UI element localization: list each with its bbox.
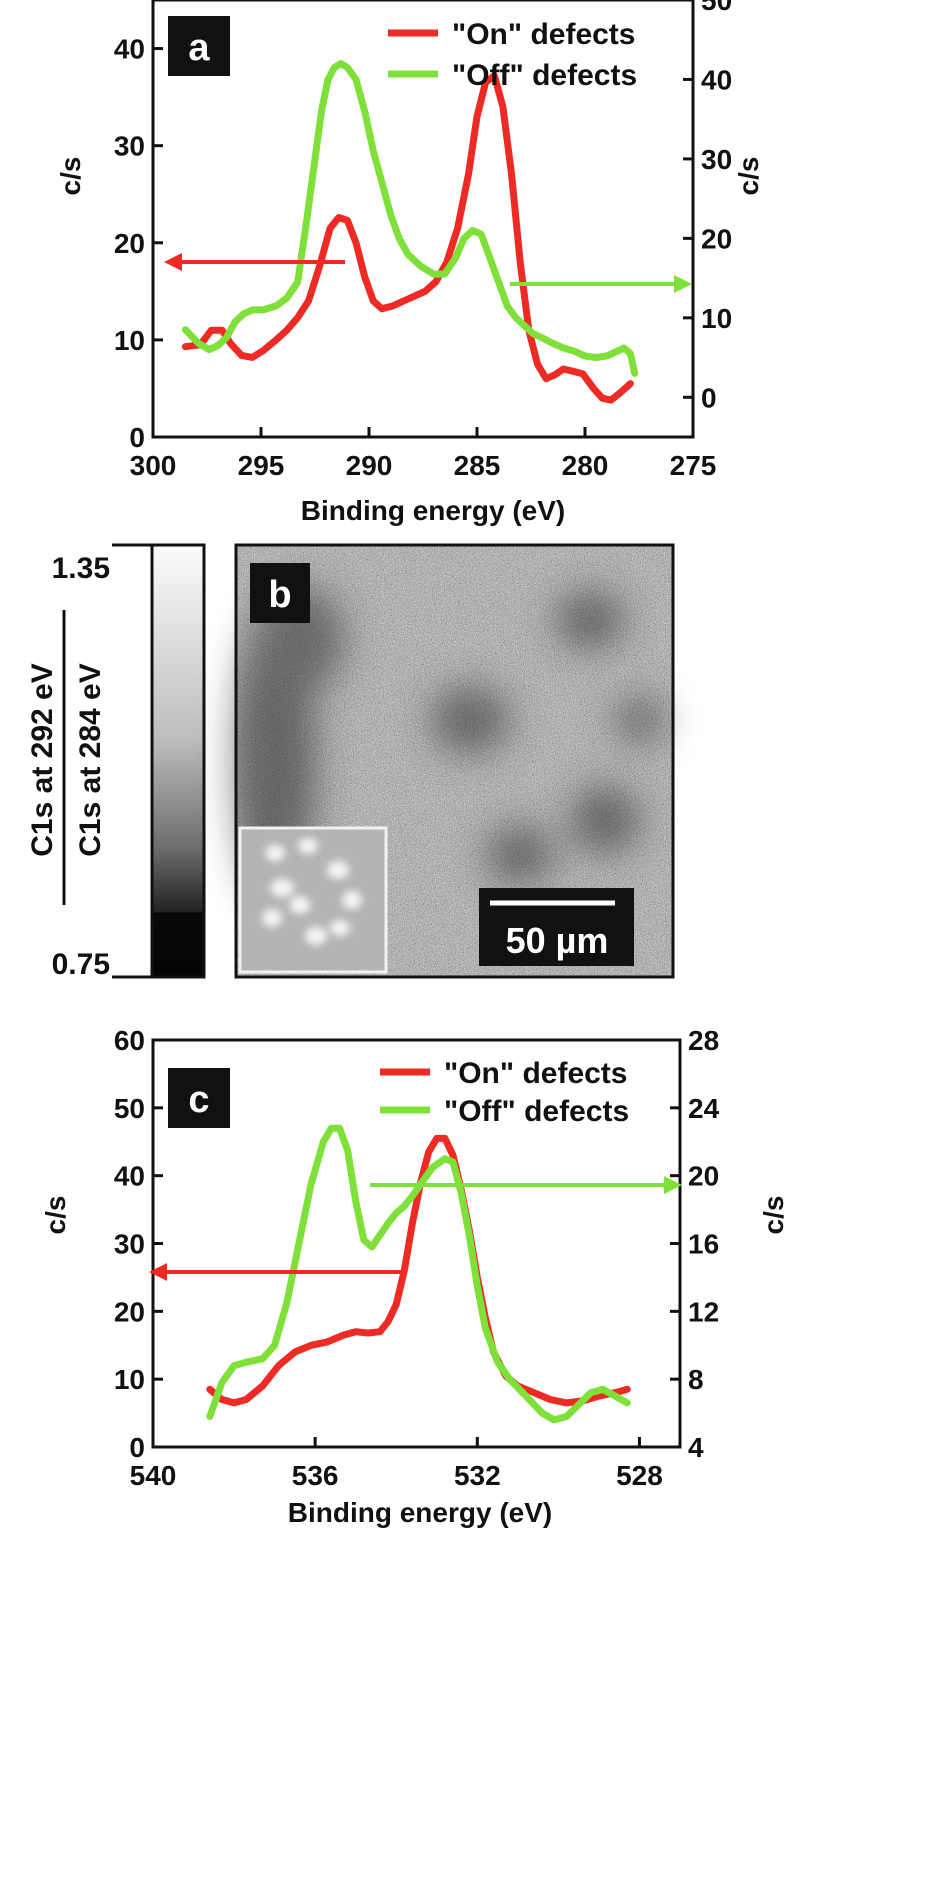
panel-c-left-y-tick-label: 20 xyxy=(114,1296,145,1327)
panel-c-left-y-tick-label: 0 xyxy=(129,1432,145,1463)
panel-c-right-y-tick-label: 8 xyxy=(688,1364,704,1395)
panel-a-left-y-tick-label: 20 xyxy=(114,228,145,259)
panel-a-series-on-defects xyxy=(181,72,634,404)
panel-a-left-axis-arrowhead xyxy=(164,253,182,271)
panel-c-right-axis-arrowhead xyxy=(664,1176,682,1194)
panel-c-left-y-tick-label: 30 xyxy=(114,1229,145,1260)
legend-on-label: "On" defects xyxy=(452,18,636,51)
panel-b-label-box xyxy=(250,563,310,623)
panel-b: 1.35 0.75 C1s at 292 eV C1s at 284 eV b xyxy=(26,543,675,981)
panel-a-x-tick-label: 300 xyxy=(130,450,177,481)
panel-c-right-y-tick-label: 12 xyxy=(688,1296,719,1327)
panel-c-x-tick-label: 536 xyxy=(292,1460,339,1491)
ratio-denominator-label: C1s at 284 eV xyxy=(74,663,107,856)
legend-c-off-label: "Off" defects xyxy=(444,1095,629,1128)
panel-c-series xyxy=(206,1124,631,1424)
panel-a-x-tick-label: 285 xyxy=(454,450,501,481)
panel-a-right-y-tick-label: 50 xyxy=(701,0,732,16)
panel-c-x-axis-label: Binding energy (eV) xyxy=(288,1497,552,1528)
legend-c-on-label: "On" defects xyxy=(444,1057,628,1090)
panel-c-left-y-tick-label: 10 xyxy=(114,1364,145,1395)
scalebar-label: 50 µm xyxy=(506,920,609,961)
panel-c-x-tick-label: 528 xyxy=(616,1460,663,1491)
legend-off-label: "Off" defects xyxy=(452,59,637,92)
panel-a-series xyxy=(181,60,639,404)
optical-inset-image xyxy=(238,826,388,974)
panel-a-label: a xyxy=(188,27,210,69)
panel-c-right-y-tick-label: 24 xyxy=(688,1093,720,1124)
panel-c-x-tick-label: 532 xyxy=(454,1460,501,1491)
panel-a-series-off-defects xyxy=(181,60,639,377)
panel-a-x-axis-label: Binding energy (eV) xyxy=(301,495,565,526)
panel-a-x-tick-label: 290 xyxy=(346,450,393,481)
panel-b-label: b xyxy=(268,574,291,616)
colorbar-min-label: 0.75 xyxy=(52,948,110,981)
panel-c-right-y-tick-label: 16 xyxy=(688,1229,719,1260)
panel-a-x-tick-label: 295 xyxy=(238,450,285,481)
panel-a-right-axis-arrowhead xyxy=(674,275,692,293)
panel-a-plot-frame xyxy=(151,0,695,439)
panel-a-right-y-tick-label: 0 xyxy=(701,382,717,413)
panel-c-series-on-defects xyxy=(206,1134,631,1407)
colorbar xyxy=(150,543,206,979)
panel-a-left-y-tick-label: 0 xyxy=(129,422,145,453)
panel-a-left-y-tick-label: 10 xyxy=(114,325,145,356)
panel-a-left-y-tick-label: 40 xyxy=(114,34,145,65)
ratio-numerator-label: C1s at 292 eV xyxy=(26,663,59,856)
panel-c-left-y-axis-label: c/s xyxy=(40,1196,71,1235)
panel-c-label-box xyxy=(168,1068,230,1128)
panel-a-right-y-axis-label: c/s xyxy=(733,157,764,196)
panel-a-right-y-tick-label: 30 xyxy=(701,144,732,175)
panel-a-left-y-axis-label: c/s xyxy=(55,157,86,196)
panel-a-left-y-tick-label: 30 xyxy=(114,131,145,162)
panel-a-right-y-tick-label: 20 xyxy=(701,223,732,254)
panel-c-right-y-tick-label: 20 xyxy=(688,1161,719,1192)
panel-a-x-tick-label: 275 xyxy=(670,450,717,481)
panel-c-ticks: 540 536 532 528 0 10 20 30 40 50 60 4 8 12 16 20 24 28 xyxy=(114,1025,720,1491)
panel-a-right-y-tick-label: 40 xyxy=(701,64,732,95)
panel-a-right-y-tick-label: 10 xyxy=(701,303,732,334)
colorbar-max-label: 1.35 xyxy=(52,552,110,585)
panel-c-left-y-tick-label: 50 xyxy=(114,1093,145,1124)
panel-c-right-y-axis-label: c/s xyxy=(758,1196,789,1235)
panel-c-x-tick-label: 540 xyxy=(130,1460,177,1491)
panel-c-left-y-tick-label: 60 xyxy=(114,1025,145,1056)
panel-c-right-y-tick-label: 28 xyxy=(688,1025,719,1056)
panel-a: 300 295 290 285 280 275 0 10 20 30 40 0 10 20 30 40 50 a… xyxy=(55,0,764,526)
panel-a-x-tick-label: 280 xyxy=(562,450,609,481)
panel-c-right-y-tick-label: 4 xyxy=(688,1432,704,1463)
panel-c-left-axis-arrowhead xyxy=(149,1263,167,1281)
panel-c-left-y-tick-label: 40 xyxy=(114,1161,145,1192)
panel-a-label-box xyxy=(168,16,230,76)
panel-c-label: c xyxy=(188,1079,209,1121)
panel-a-ticks: 300 295 290 285 280 275 0 10 20 30 40 0 10 20 30 40 50 xyxy=(114,0,732,481)
